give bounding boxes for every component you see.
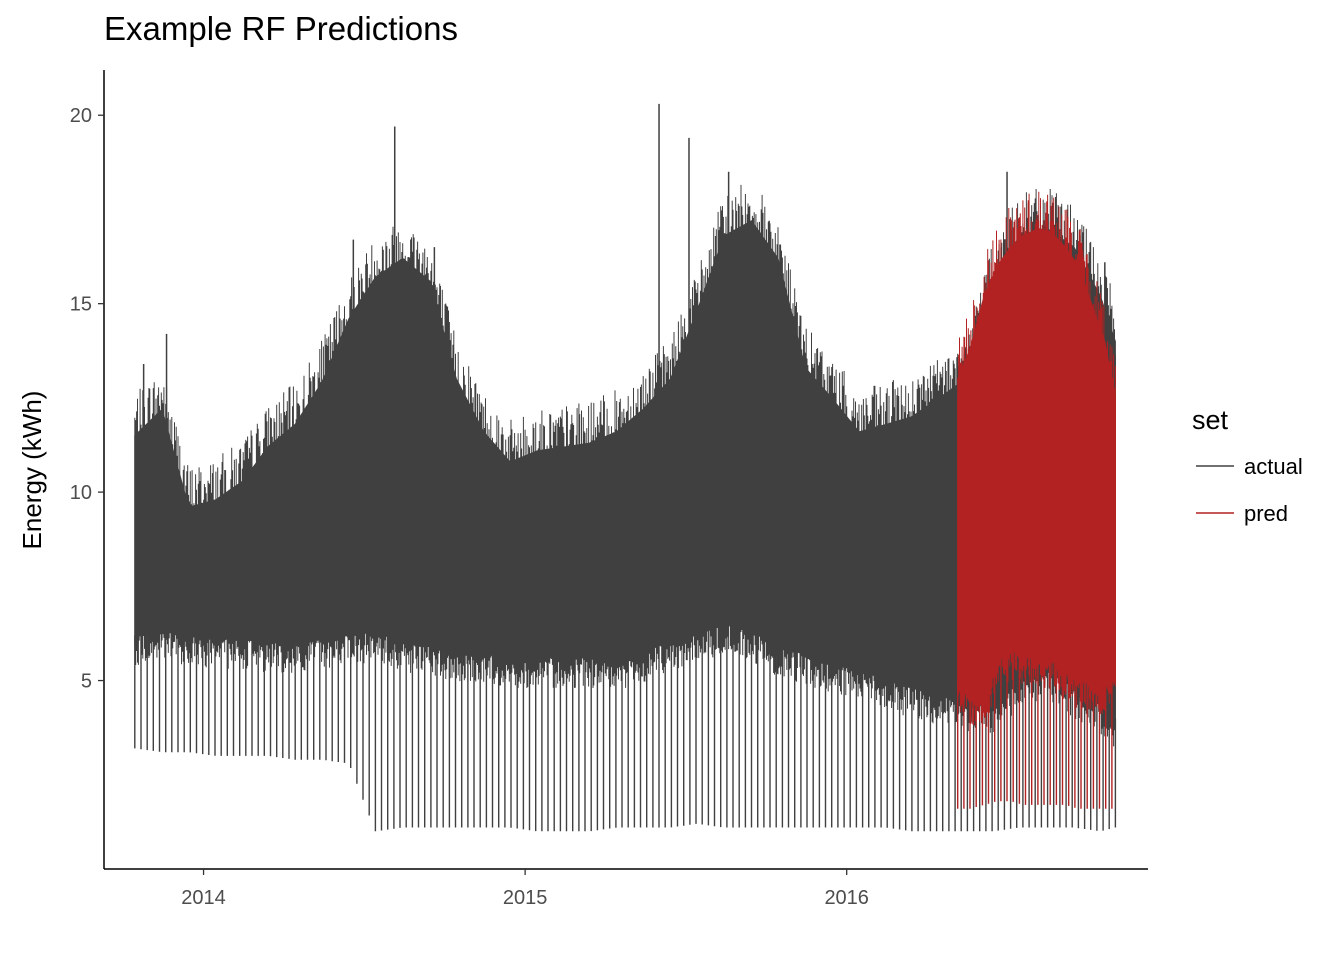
y-tick-label: 15 bbox=[70, 294, 92, 316]
chart-title: Example RF Predictions bbox=[104, 10, 458, 47]
series-actual bbox=[134, 103, 1117, 832]
legend-label-actual: actual bbox=[1244, 454, 1303, 479]
series-pred-weekly-dips bbox=[957, 651, 1113, 809]
series-pred-daily bbox=[957, 191, 1116, 729]
series-pred bbox=[957, 191, 1116, 809]
tick-layer: 2014 2015 2016 5 10 15 20 bbox=[70, 105, 869, 909]
y-tick-label: 5 bbox=[81, 671, 92, 693]
y-axis-title: Energy (kWh) bbox=[17, 391, 47, 550]
series-layer bbox=[134, 103, 1117, 832]
legend-title: set bbox=[1192, 405, 1229, 435]
legend: set actual pred bbox=[1192, 405, 1303, 526]
y-tick-label: 10 bbox=[70, 482, 92, 504]
legend-label-pred: pred bbox=[1244, 501, 1288, 526]
series-actual-weekly-dips bbox=[134, 624, 1117, 832]
x-tick-label: 2015 bbox=[503, 887, 548, 909]
x-tick-label: 2014 bbox=[181, 887, 226, 909]
x-tick-label: 2016 bbox=[824, 887, 869, 909]
y-tick-label: 20 bbox=[70, 105, 92, 127]
